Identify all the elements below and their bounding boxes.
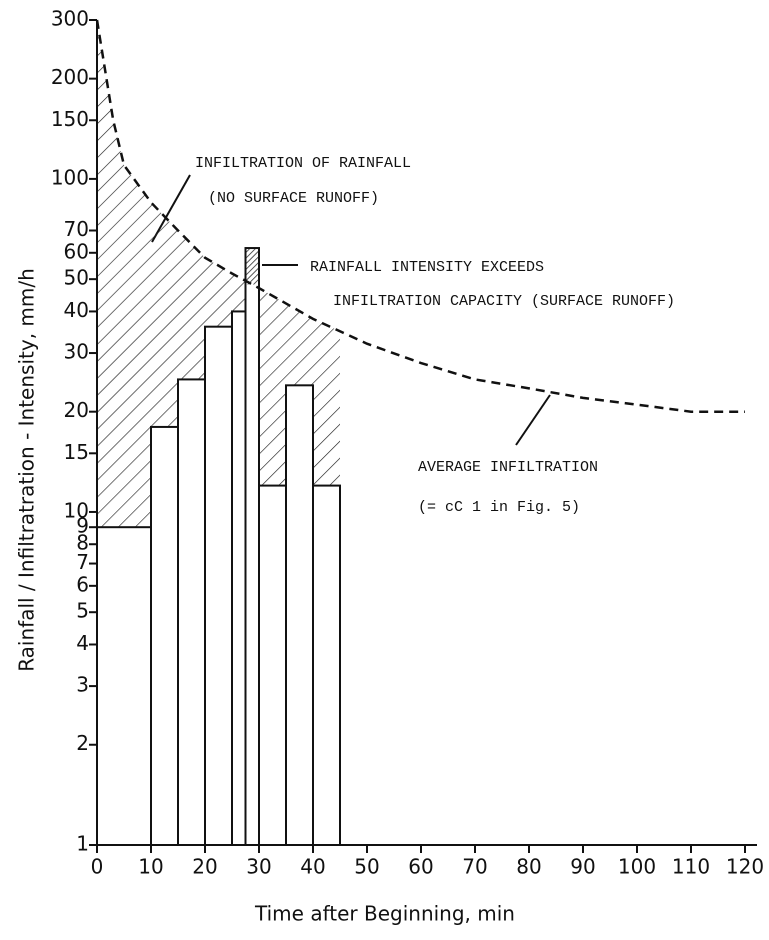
x-axis-label: Time after Beginning, min <box>254 902 515 926</box>
y-axis-label: Rainfall / Infiltratration - Intensity, … <box>15 268 39 672</box>
x-tick-label: 60 <box>408 855 433 879</box>
y-tick-label: 300 <box>51 7 89 31</box>
y-tick-label: 10 <box>64 498 89 522</box>
y-tick-label: 7 <box>76 550 89 574</box>
excess-hatch <box>246 249 258 285</box>
x-tick-label: 100 <box>618 855 656 879</box>
y-tick-label: 9 <box>76 514 89 538</box>
y-tick-label: 100 <box>51 165 89 189</box>
annotation: (= cC 1 in Fig. 5) <box>418 499 580 516</box>
y-tick-label: 70 <box>64 217 89 241</box>
y-tick-label: 3 <box>76 673 89 697</box>
x-tick-label: 110 <box>672 855 710 879</box>
y-tick-label: 5 <box>76 599 89 623</box>
x-tick-label: 40 <box>300 855 325 879</box>
y-tick-label: 1 <box>76 832 89 856</box>
annotation: RAINFALL INTENSITY EXCEEDS <box>310 259 544 276</box>
x-tick-label: 10 <box>138 855 163 879</box>
y-tick-label: 60 <box>64 239 89 263</box>
annotation: INFILTRATION CAPACITY (SURFACE RUNOFF) <box>333 293 675 310</box>
x-tick-label: 50 <box>354 855 379 879</box>
bar <box>312 484 341 846</box>
bar <box>204 325 233 846</box>
x-tick-label: 20 <box>192 855 217 879</box>
infiltration-curve <box>95 19 745 413</box>
y-tick-label: 15 <box>64 440 89 464</box>
y-tick-label: 2 <box>76 731 89 755</box>
y-tick-label: 50 <box>64 266 89 290</box>
bar <box>231 310 247 846</box>
annotation: (NO SURFACE RUNOFF) <box>208 190 379 207</box>
bar <box>150 425 179 846</box>
bar <box>258 484 287 846</box>
y-tick-label: 20 <box>64 398 89 422</box>
x-tick-label: 80 <box>516 855 541 879</box>
x-tick-label: 70 <box>462 855 487 879</box>
x-tick-label: 120 <box>726 855 764 879</box>
annotation: AVERAGE INFILTRATION <box>418 459 598 476</box>
bar <box>177 378 206 846</box>
annotation: INFILTRATION OF RAINFALL <box>195 155 411 172</box>
x-tick-label: 30 <box>246 855 271 879</box>
x-tick-label: 90 <box>570 855 595 879</box>
bar <box>96 526 152 846</box>
y-tick-label: 6 <box>76 572 89 596</box>
bar <box>285 384 314 846</box>
y-tick-label: 4 <box>76 631 89 655</box>
y-tick-label: 200 <box>51 65 89 89</box>
y-tick-label: 30 <box>64 340 89 364</box>
y-tick-label: 8 <box>76 531 89 555</box>
x-tick-label: 0 <box>91 855 104 879</box>
y-tick-label: 40 <box>64 298 89 322</box>
y-tick-label: 150 <box>51 107 89 131</box>
bar <box>244 247 260 846</box>
